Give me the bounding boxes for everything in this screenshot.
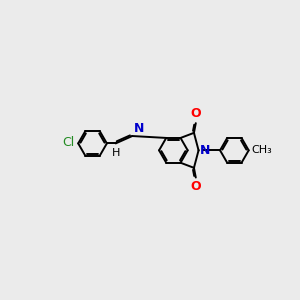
Text: O: O [190, 180, 201, 193]
Text: N: N [200, 144, 210, 157]
Text: CH₃: CH₃ [251, 145, 272, 155]
Text: Cl: Cl [62, 136, 75, 149]
Text: N: N [134, 122, 144, 135]
Text: H: H [111, 148, 120, 158]
Text: O: O [190, 107, 201, 120]
